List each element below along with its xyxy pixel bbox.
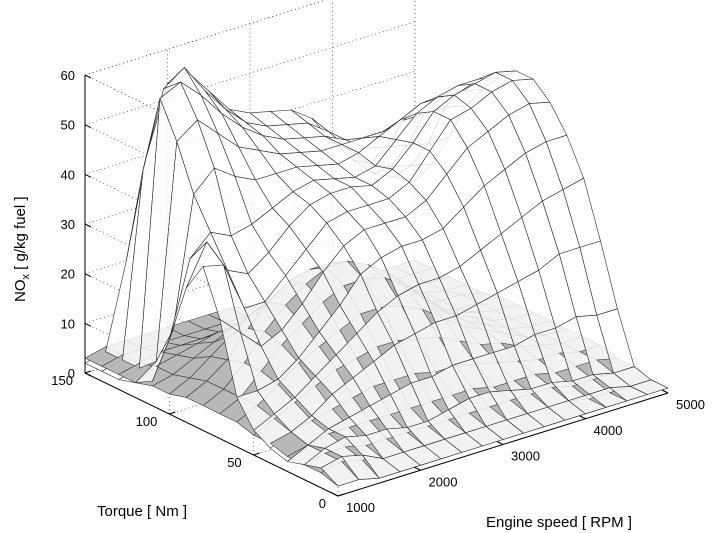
z-tick-mark bbox=[84, 372, 92, 377]
x-tick-mark bbox=[331, 492, 339, 497]
surface-layer bbox=[84, 67, 669, 487]
z-tick-mark bbox=[84, 322, 92, 327]
z-tick-label: 10 bbox=[61, 316, 75, 331]
z-tick-mark bbox=[84, 74, 92, 79]
x-axis-title: Engine speed [ RPM ] bbox=[486, 514, 632, 531]
z-tick-label: 30 bbox=[61, 217, 75, 232]
y-tick-label: 50 bbox=[227, 455, 241, 470]
y-axis-title: Torque [ Nm ] bbox=[97, 503, 187, 520]
y-tick-label: 0 bbox=[319, 496, 326, 511]
z-axis-title-main: NO bbox=[12, 280, 29, 303]
x-tick-mark bbox=[579, 415, 586, 420]
y-tick-label: 100 bbox=[136, 414, 158, 429]
y-tick-mark bbox=[169, 411, 176, 415]
x-tick-label: 2000 bbox=[429, 474, 458, 489]
z-tick-label: 0 bbox=[68, 366, 75, 381]
x-tick-mark bbox=[496, 441, 504, 445]
x-tick-label: 1000 bbox=[346, 500, 375, 515]
z-tick-label: 40 bbox=[61, 167, 75, 182]
x-tick-label: 3000 bbox=[511, 449, 540, 464]
x-tick-mark bbox=[661, 389, 669, 394]
z-tick-mark bbox=[84, 173, 92, 178]
z-tick-label: 60 bbox=[61, 68, 75, 83]
z-axis-title-rest: [ g/kg fuel ] bbox=[12, 196, 29, 274]
x-tick-mark bbox=[414, 466, 421, 471]
y-tick-label: 150 bbox=[51, 373, 73, 388]
axis-layer bbox=[84, 74, 669, 497]
y-tick-mark bbox=[84, 370, 92, 374]
box-edge bbox=[84, 0, 327, 76]
z-tick-label: 50 bbox=[61, 118, 75, 133]
y-axis-line bbox=[84, 372, 339, 497]
z-tick-label: 20 bbox=[61, 267, 75, 282]
surface-facet-white bbox=[630, 379, 669, 395]
x-tick-label: 5000 bbox=[676, 397, 705, 412]
y-tick-mark bbox=[253, 452, 260, 456]
z-tick-mark bbox=[84, 273, 92, 278]
label-layer: Engine speed [ RPM ] Torque [ Nm ] NOx [… bbox=[12, 68, 705, 531]
z-axis-title-sub: x bbox=[20, 274, 32, 280]
z-tick-mark bbox=[84, 124, 92, 129]
z-tick-mark bbox=[84, 223, 92, 228]
x-tick-label: 4000 bbox=[594, 423, 623, 438]
z-axis-title: NOx [ g/kg fuel ] bbox=[12, 196, 32, 302]
back-wall-grid-line bbox=[84, 21, 416, 126]
y-tick-mark bbox=[337, 493, 345, 497]
